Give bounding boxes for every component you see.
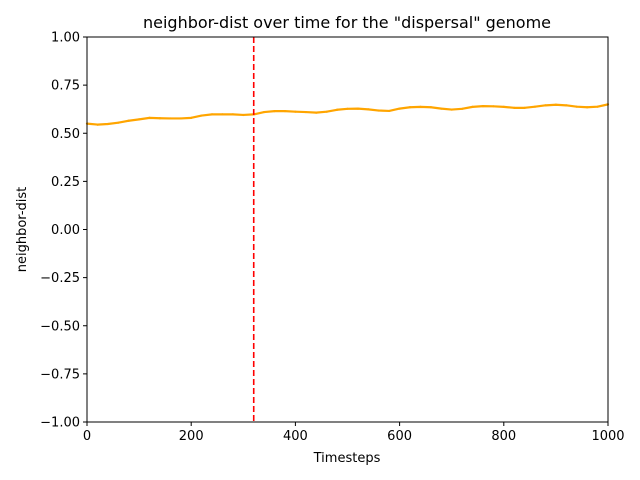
data-point [544,104,547,107]
x-tick-label: 0 [83,429,91,444]
data-point [377,109,380,112]
y-tick-label: 0.75 [51,79,80,94]
data-point [127,119,130,122]
plot-frame [87,37,608,422]
chart-title: neighbor-dist over time for the "dispers… [143,13,551,32]
data-point [148,116,151,119]
data-point [367,108,370,111]
data-point [190,116,193,119]
data-point [325,110,328,113]
data-point [210,113,214,116]
y-tick-label: −1.00 [40,416,80,431]
data-point [502,105,505,108]
data-point [419,105,422,108]
data-point [388,109,391,113]
data-point [461,107,464,110]
data-point [565,104,568,107]
data-point [179,117,182,120]
data-point [408,106,412,109]
data-point [492,105,495,108]
data-point [481,105,485,108]
x-axis-label: Timesteps [313,451,381,466]
x-tick-label: 1000 [591,429,624,444]
data-point [398,107,401,110]
data-point [554,103,558,106]
data-point [440,107,443,110]
data-point [158,117,162,120]
x-tick-label: 200 [179,429,204,444]
y-tick-label: −0.25 [40,271,80,286]
data-point [304,110,307,114]
data-point [273,110,276,113]
data-point [356,107,360,110]
y-tick-label: 0.00 [51,223,80,238]
data-point [106,122,109,126]
data-point [294,110,297,113]
data-point [533,105,537,108]
data-point [335,108,339,111]
data-point [315,111,318,114]
y-tick-label: 0.25 [51,175,80,190]
data-point [283,110,287,113]
data-point [575,105,578,108]
data-point [596,105,599,108]
y-tick-label: 0.50 [51,127,80,142]
x-tick-label: 400 [283,429,308,444]
data-point [221,113,224,116]
plot-border [86,36,609,423]
x-tick-label: 600 [387,429,412,444]
marks [85,37,610,422]
data-point [263,110,266,114]
data-point [586,106,589,109]
data-point [513,106,516,109]
data-point [200,114,203,117]
data-point [471,105,474,108]
axes: 0 200 400 600 800 1000 −1.00 −0.75 −0.50 −0.25 0.0… [40,31,624,445]
data-point [523,106,526,109]
data-point [231,113,234,116]
data-point [242,113,245,117]
data-point [96,123,99,126]
y-tick-label: −0.50 [40,319,80,334]
data-point [169,117,172,120]
data-point [450,108,453,111]
y-tick-label: −0.75 [40,367,80,382]
x-tick-label: 800 [491,429,516,444]
data-point [346,107,349,110]
y-tick-label: 1.00 [51,31,80,46]
y-axis-label: neighbor-dist [15,187,30,272]
data-point [117,121,120,124]
data-point [429,106,432,109]
data-point [138,118,141,121]
